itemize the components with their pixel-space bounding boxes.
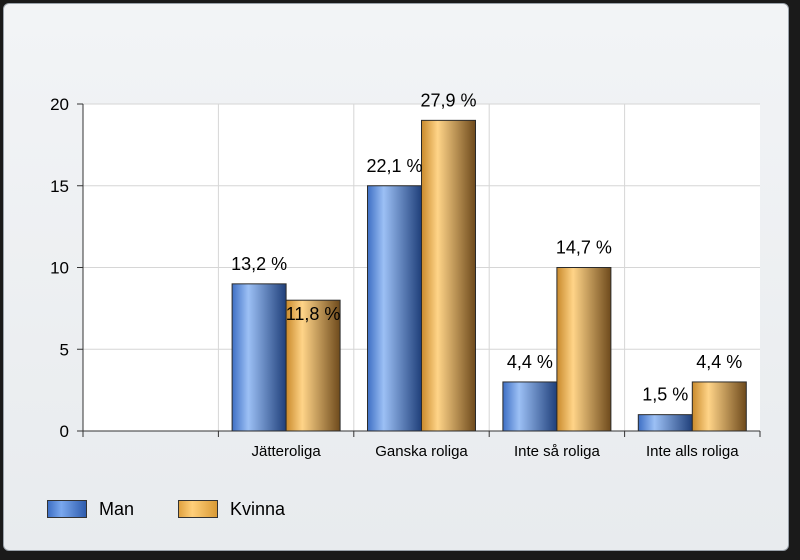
- legend-item-kvinna: Kvinna: [178, 499, 285, 520]
- bar-kvinna: [421, 119, 476, 432]
- bar-man: [231, 283, 287, 432]
- legend-swatch-man: [47, 500, 87, 518]
- y-tick-label: 0: [60, 422, 69, 441]
- data-label-man: 4,4 %: [507, 352, 553, 372]
- bar-man: [367, 185, 422, 432]
- data-label-man: 13,2 %: [231, 254, 287, 274]
- data-label-man: 22,1 %: [366, 156, 422, 176]
- legend: Man Kvinna: [47, 497, 329, 521]
- bar-kvinna: [691, 381, 747, 432]
- legend-label-man: Man: [99, 498, 135, 519]
- bar-kvinna: [556, 267, 612, 432]
- legend-item-man: Man: [47, 499, 134, 520]
- x-category-label: Jätteroliga: [251, 443, 321, 460]
- y-tick-label: 15: [50, 177, 69, 196]
- y-tick-label: 20: [50, 95, 69, 114]
- bar-man: [502, 381, 558, 432]
- axes: 0 5 10 15 20 Jätteroliga Ganska roliga Inte så …: [50, 95, 761, 460]
- x-category-label: Ganska roliga: [375, 443, 468, 460]
- legend-label-kvinna: Kvinna: [230, 498, 286, 519]
- bar-kvinna: [285, 299, 341, 432]
- data-label-kvinna: 14,7 %: [556, 238, 612, 258]
- y-tick-label: 10: [50, 259, 69, 278]
- x-category-label: Inte alls roliga: [646, 443, 739, 460]
- bar-man: [637, 414, 693, 432]
- bars: [231, 119, 747, 432]
- data-label-kvinna: 27,9 %: [420, 90, 476, 110]
- x-category-label: Inte så roliga: [514, 443, 601, 460]
- y-tick-label: 5: [60, 340, 69, 359]
- data-label-kvinna: 4,4 %: [696, 352, 742, 372]
- data-label-kvinna: 11,8 %: [286, 304, 341, 324]
- data-labels: 13,2 % 11,8 % 22,1 % 27,9 % 4,4 % 14,7 % 1,5 %…: [231, 90, 742, 404]
- legend-swatch-kvinna: [178, 500, 219, 518]
- data-label-man: 1,5 %: [642, 385, 688, 405]
